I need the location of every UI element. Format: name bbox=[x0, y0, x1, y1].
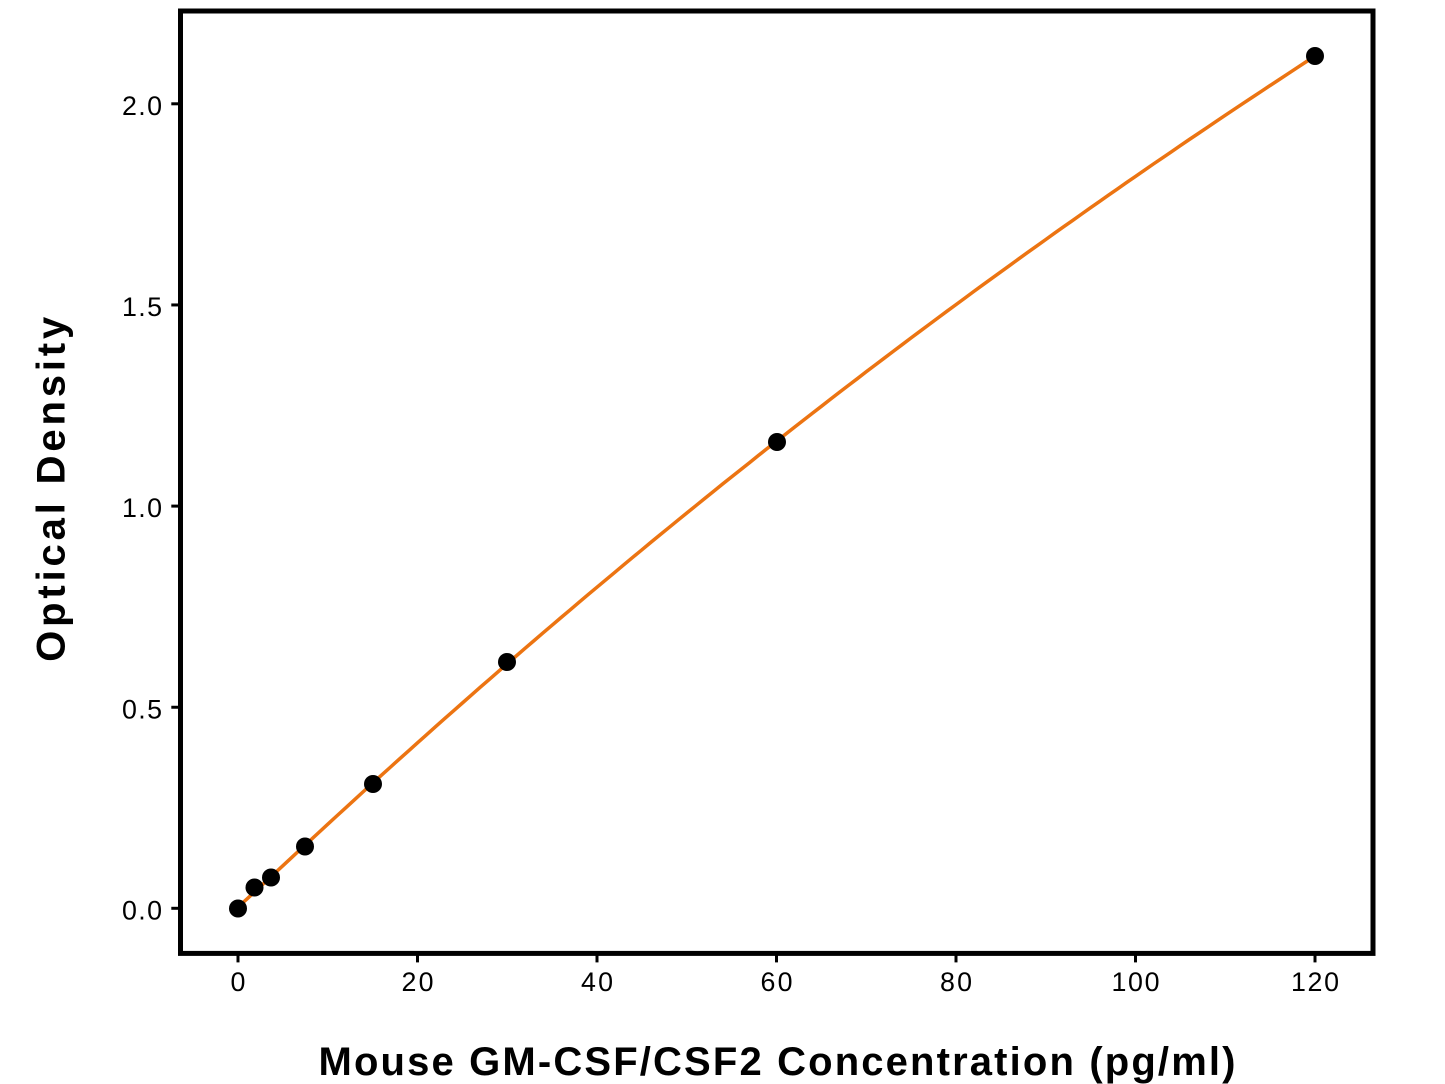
svg-text:Optical Density: Optical Density bbox=[30, 316, 74, 662]
svg-text:1.0: 1.0 bbox=[122, 493, 162, 523]
svg-text:Mouse GM-CSF/CSF2 Concentratio: Mouse GM-CSF/CSF2 Concentration (pg/ml) bbox=[319, 1040, 1236, 1084]
svg-text:0.5: 0.5 bbox=[122, 694, 162, 724]
svg-text:0: 0 bbox=[231, 967, 246, 997]
svg-text:2.0: 2.0 bbox=[122, 91, 162, 121]
svg-text:100: 100 bbox=[1112, 967, 1160, 997]
svg-text:120: 120 bbox=[1291, 967, 1339, 997]
svg-text:1.5: 1.5 bbox=[122, 292, 162, 322]
svg-text:0.0: 0.0 bbox=[122, 895, 162, 925]
